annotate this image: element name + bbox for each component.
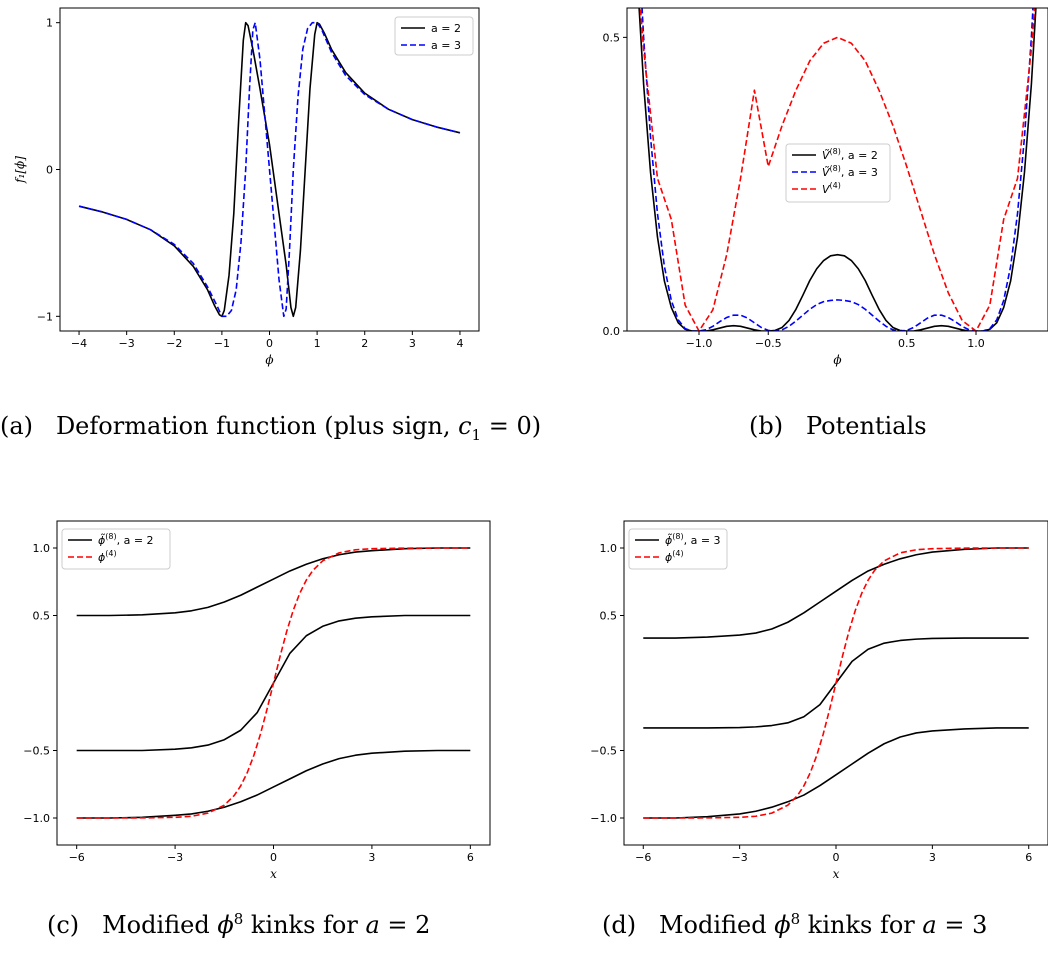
chart-c: −6 −3 0 3 6 −1.0 −0.5 0.5 1.0 x ϕ̃(8), a = 2 ϕ(4) <box>23 520 491 881</box>
x-tick-label: −1.0 <box>686 337 713 350</box>
y-tick-label: 1.0 <box>33 542 51 555</box>
y-tick-label: −1 <box>37 310 53 323</box>
axes-frame <box>626 7 1048 332</box>
y-tick-label: 0.5 <box>33 610 51 623</box>
legend-label: V(4) <box>822 181 841 196</box>
x-tick-label: 3 <box>409 337 416 350</box>
caption-a: (a) Deformation function (plus sign, c1 … <box>0 412 542 444</box>
y-tick-label: −0.5 <box>590 745 617 758</box>
x-tick-label: 6 <box>467 851 474 864</box>
series-line-1 <box>641 8 1034 331</box>
x-tick-label: −1 <box>214 337 230 350</box>
legend-label: Ṽ(8), a = 3 <box>822 164 878 179</box>
chart-a: −4 −3 −2 −1 0 1 2 3 4 −1 0 1 ϕ f₁[ϕ] a = 2 a = 3 <box>13 7 480 367</box>
x-tick-label: 6 <box>1025 851 1032 864</box>
y-tick-label: 0 <box>46 164 53 177</box>
series-line-0-0 <box>76 547 471 617</box>
legend-label: ϕ̃(8), a = 2 <box>98 532 154 547</box>
x-axis-label: ϕ <box>833 353 841 367</box>
y-axis-label: f₁[ϕ] <box>13 156 27 184</box>
y-tick-label: 1.0 <box>600 542 618 555</box>
legend-box <box>785 143 891 203</box>
series-line-0 <box>638 8 1037 331</box>
caption-b: (b) Potentials <box>749 412 927 440</box>
legend-box <box>61 528 171 570</box>
chart-d: −6 −3 0 3 6 −1.0 −0.5 0.5 1.0 x ϕ̃(8), a = 3 ϕ(4) <box>590 520 1048 881</box>
series-line-1 <box>643 547 1029 819</box>
legend-label: ϕ(4) <box>98 549 117 564</box>
y-tick-label: −0.5 <box>23 745 50 758</box>
x-tick-label: −6 <box>635 851 651 864</box>
y-tick-label: 0.5 <box>603 31 621 44</box>
legend: ϕ̃(8), a = 2 ϕ(4) <box>61 528 171 570</box>
series-line-1 <box>76 547 471 819</box>
legend: Ṽ(8), a = 2 Ṽ(8), a = 3 V(4) <box>785 143 891 203</box>
series-line-2 <box>639 8 1036 331</box>
plot-area <box>643 547 1029 819</box>
x-tick-label: 1.0 <box>967 337 985 350</box>
x-tick-label: −0.5 <box>755 337 782 350</box>
legend-label: Ṽ(8), a = 2 <box>822 147 878 162</box>
x-tick-label: 4 <box>456 337 463 350</box>
x-tick-label: 0 <box>266 337 273 350</box>
legend-label: a = 3 <box>431 39 461 52</box>
y-tick-label: 0.0 <box>603 325 621 338</box>
legend-box <box>628 528 728 570</box>
legend: a = 2 a = 3 <box>394 16 474 56</box>
series-line-0-2 <box>643 727 1029 819</box>
x-tick-label: −3 <box>119 337 135 350</box>
caption-c: (c) Modified ϕ8 kinks for a = 2 <box>47 910 431 939</box>
x-tick-label: −2 <box>166 337 182 350</box>
x-tick-label: 2 <box>361 337 368 350</box>
x-tick-label: 1 <box>314 337 321 350</box>
y-tick-label: 1 <box>46 17 53 30</box>
x-tick-label: −3 <box>732 851 748 864</box>
x-tick-label: 3 <box>368 851 375 864</box>
x-tick-label: 3 <box>929 851 936 864</box>
x-tick-label: 0 <box>833 851 840 864</box>
y-tick-label: −1.0 <box>590 812 617 825</box>
legend: ϕ̃(8), a = 3 ϕ(4) <box>628 528 728 570</box>
x-tick-label: 0.5 <box>898 337 916 350</box>
series-line-0-2 <box>76 749 471 819</box>
plot-area <box>638 8 1037 331</box>
x-tick-label: −6 <box>69 851 85 864</box>
caption-d: (d) Modified ϕ8 kinks for a = 3 <box>602 910 988 939</box>
x-axis-label: ϕ <box>265 353 273 367</box>
chart-b: −1.0 −0.5 0.5 1.00.00.5ϕṼ(8), a = 2Ṽ(8), a … <box>603 7 1048 367</box>
legend-label: ϕ(4) <box>665 549 684 564</box>
series-line-1 <box>78 21 461 318</box>
series-line-0-0 <box>643 547 1029 639</box>
x-axis-label: x <box>833 867 840 881</box>
x-tick-label: 0 <box>270 851 277 864</box>
x-tick-label: −4 <box>71 337 87 350</box>
y-tick-label: −1.0 <box>23 812 50 825</box>
legend-label: a = 2 <box>431 22 461 35</box>
legend-label: ϕ̃(8), a = 3 <box>665 532 721 547</box>
x-axis-label: x <box>270 867 277 881</box>
series-line-0 <box>78 21 461 318</box>
plot-area <box>76 547 471 819</box>
plot-area <box>78 21 461 318</box>
y-tick-label: 0.5 <box>600 610 618 623</box>
x-tick-label: −3 <box>167 851 183 864</box>
